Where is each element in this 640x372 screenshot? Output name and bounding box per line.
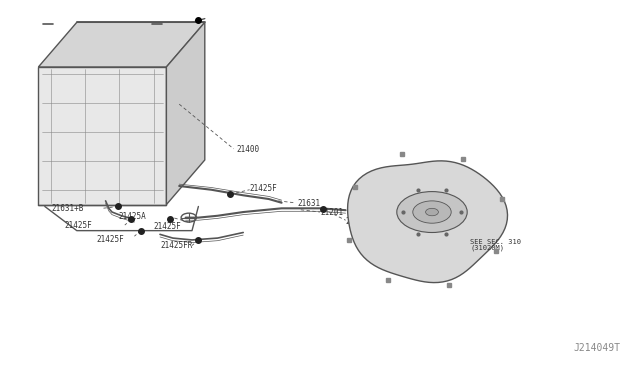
Text: 21425A: 21425A: [118, 212, 146, 221]
Text: 21425F: 21425F: [64, 221, 92, 230]
Text: J214049T: J214049T: [574, 343, 621, 353]
Text: 21425FB: 21425FB: [346, 217, 378, 226]
Polygon shape: [38, 22, 205, 67]
Circle shape: [426, 208, 438, 216]
Text: (31020M): (31020M): [470, 244, 504, 251]
Circle shape: [413, 201, 451, 223]
Text: 21425FR: 21425FR: [160, 241, 193, 250]
Text: 21425F: 21425F: [96, 235, 124, 244]
Text: 21400: 21400: [237, 145, 260, 154]
Polygon shape: [38, 67, 166, 205]
Text: 21631: 21631: [298, 199, 321, 208]
Polygon shape: [348, 161, 508, 283]
Polygon shape: [166, 22, 205, 205]
Text: 21425F: 21425F: [154, 222, 181, 231]
Text: 21631+B: 21631+B: [51, 204, 84, 213]
Circle shape: [397, 192, 467, 232]
Text: SEE SEC. 310: SEE SEC. 310: [470, 239, 522, 245]
Text: 21425F: 21425F: [250, 185, 277, 193]
Text: 21201: 21201: [320, 208, 343, 217]
